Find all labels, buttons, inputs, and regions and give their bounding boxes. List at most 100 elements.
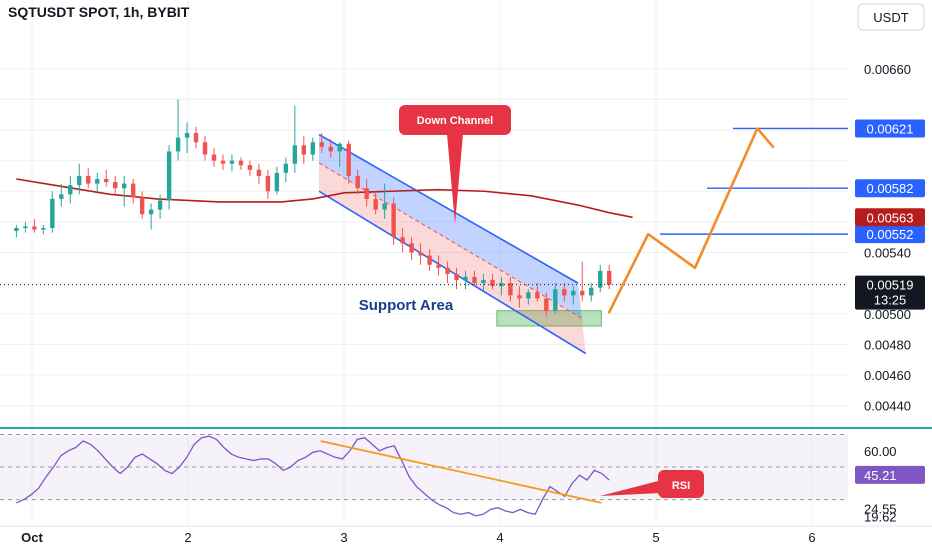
candle-body (292, 145, 298, 164)
time-tick-label: 2 (184, 530, 191, 545)
candle-body (544, 298, 549, 311)
candle-body (157, 200, 163, 210)
candle-body (427, 255, 432, 265)
candle-body (319, 142, 324, 147)
rsi-line (16, 435, 610, 517)
candle-body (310, 142, 315, 155)
candle-body (14, 228, 19, 232)
candle-body (184, 133, 190, 138)
rsi-trend-line (320, 440, 602, 504)
ma-badge-label: 0.00563 (867, 210, 914, 225)
candle-body (211, 154, 217, 161)
level-badge-label: 0.00552 (867, 227, 914, 242)
candle-body (580, 290, 585, 296)
candle-body (364, 188, 369, 199)
currency-button[interactable]: USDT (857, 3, 925, 31)
candle-body (32, 226, 37, 230)
candle-body (301, 145, 307, 155)
price-tick-label: 0.00500 (864, 307, 911, 322)
candle-body (95, 179, 100, 184)
candle-body (571, 290, 576, 296)
main-pane: Down Channel Support Area (0, 99, 848, 355)
candle-body (130, 183, 136, 198)
candle-body (598, 270, 603, 288)
support-area-label: Support Area (359, 297, 454, 314)
time-axis: Oct 2 3 4 5 6 (0, 525, 932, 545)
price-tick-label: 0.00660 (864, 62, 911, 77)
candle-body (229, 160, 235, 164)
candle-body (41, 228, 46, 230)
time-tick-label: 3 (340, 530, 347, 545)
candle-body (373, 198, 378, 210)
level-badge (855, 225, 925, 244)
candle-body (463, 277, 468, 281)
candle-body (553, 289, 558, 311)
candle-body (23, 226, 28, 228)
candle-body (202, 142, 208, 155)
candle-body (59, 194, 64, 199)
price-tick-label: 0.00540 (864, 246, 911, 261)
price-tick-label: 0.00460 (864, 368, 911, 383)
candle-body (517, 295, 522, 299)
moving-average-line (16, 178, 633, 219)
candle-body (355, 175, 360, 189)
candle-body (121, 183, 127, 189)
time-tick-label: Oct (21, 530, 43, 545)
time-tick-label: 5 (652, 530, 659, 545)
candle-body (68, 185, 73, 195)
bar-countdown-label: 13:25 (874, 293, 907, 308)
candle-body (454, 273, 459, 281)
last-price-badge (855, 275, 925, 310)
channel-upper-line (318, 133, 579, 284)
candle-body (328, 146, 333, 152)
candle-body (436, 264, 441, 268)
channel-lower-line (318, 190, 587, 355)
candle-body (526, 292, 531, 299)
candle-body (256, 169, 262, 176)
candle-body (283, 163, 289, 173)
candle-body (77, 175, 82, 186)
candle-body (265, 175, 271, 192)
candle-body (86, 175, 91, 184)
candle-body (418, 252, 423, 256)
rsi-value-badge (855, 465, 925, 484)
candle-body (391, 203, 396, 238)
candle-body (589, 287, 594, 296)
rsi-value-label: 45.21 (864, 468, 897, 483)
level-badge-label: 0.00621 (867, 121, 914, 136)
candle-body (166, 151, 172, 201)
candle-body (104, 179, 109, 183)
candle-body (535, 292, 540, 299)
currency-button-label: USDT (873, 10, 908, 25)
rsi-callout (658, 470, 704, 498)
projection-path (607, 127, 775, 314)
candle-body (247, 165, 253, 170)
candle-body (274, 172, 280, 192)
candle-body (382, 203, 387, 210)
candle-body (148, 209, 154, 215)
rsi-pane: RSI (0, 427, 932, 517)
down-channel-pointer (447, 134, 463, 224)
candle-body (562, 289, 567, 296)
candle-body (445, 267, 450, 274)
candle-body (113, 182, 118, 189)
candle-body (409, 243, 414, 253)
time-tick-label: 4 (496, 530, 503, 545)
rsi-tick-label: 19.62 (864, 509, 897, 524)
candle-body (607, 270, 612, 285)
candle-body (499, 283, 504, 287)
price-tick-label: 0.00480 (864, 337, 911, 352)
candle-body (175, 137, 181, 152)
candle-body (508, 283, 513, 296)
candle-body (193, 133, 199, 143)
candle-body (481, 280, 486, 284)
level-badge-label: 0.00582 (867, 181, 914, 196)
candle-body (139, 197, 145, 215)
rsi-annotation-label: RSI (672, 480, 690, 492)
candle-body (490, 280, 495, 287)
last-price-label: 0.00519 (867, 278, 914, 293)
level-badge (855, 119, 925, 138)
price-tick-label: 0.00440 (864, 399, 911, 414)
